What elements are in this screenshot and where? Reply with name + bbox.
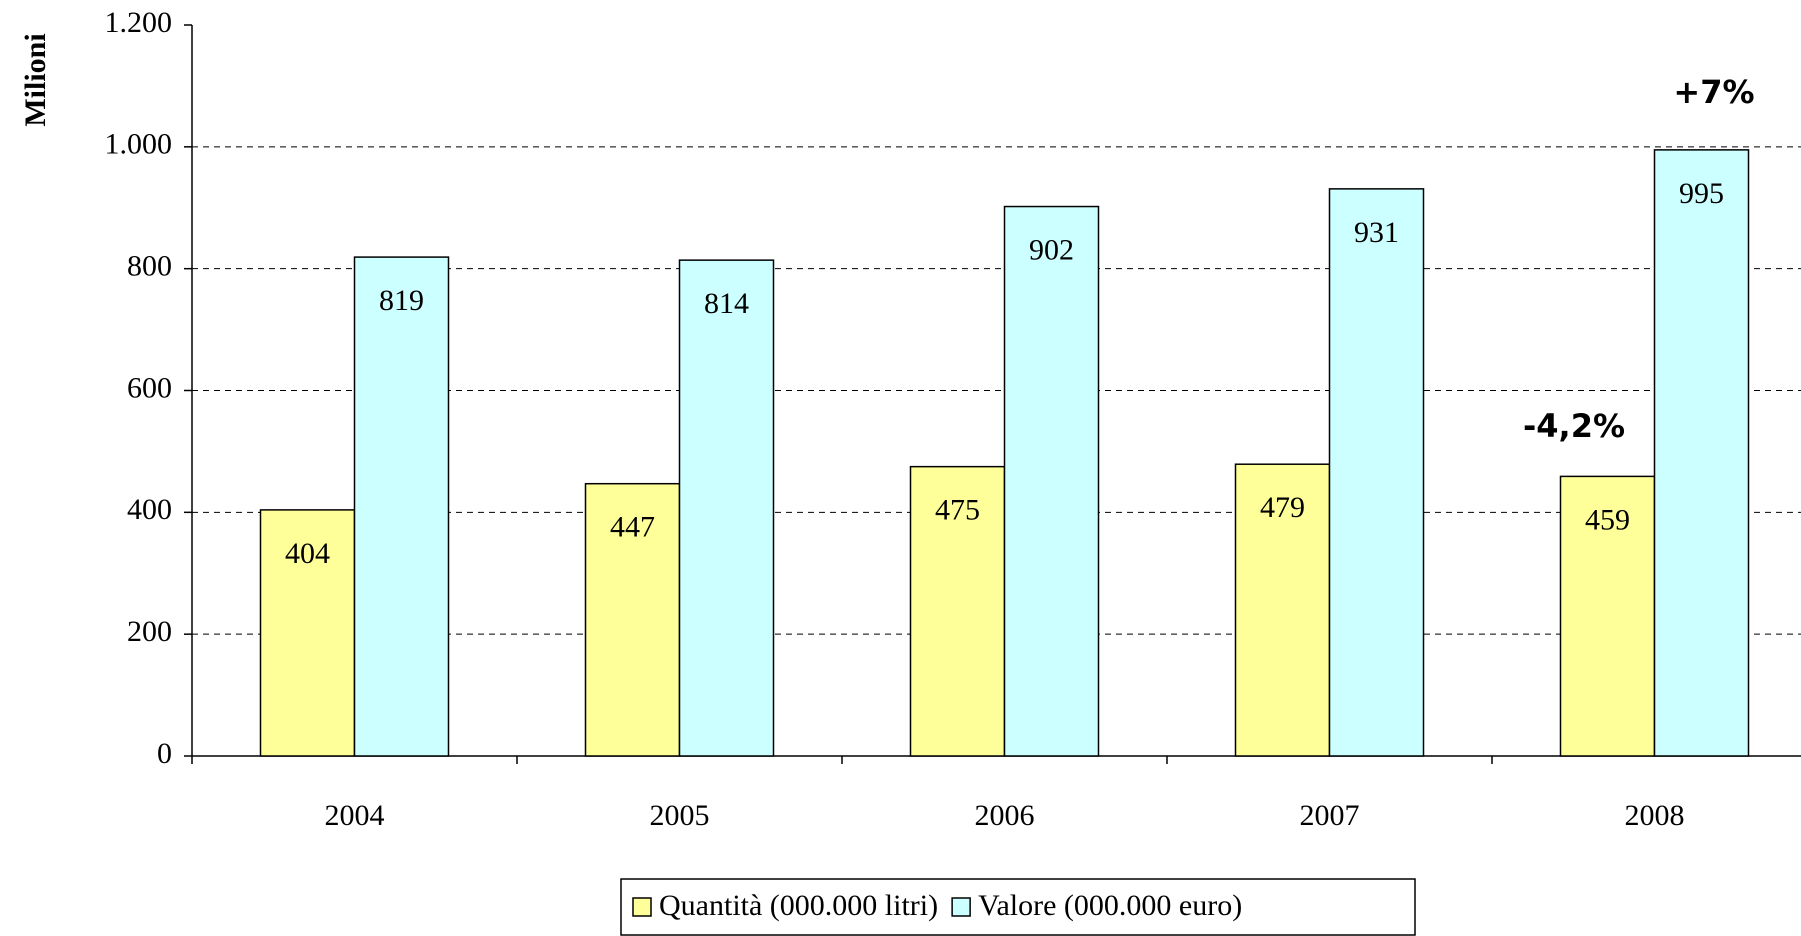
x-tick-label: 2008 (1625, 799, 1685, 832)
data-label: 814 (704, 287, 749, 320)
bar (1559, 475, 1656, 757)
y-tick-label: 1.200 (105, 6, 173, 39)
data-label: 931 (1354, 216, 1399, 249)
legend-box (620, 878, 1416, 936)
y-tick-label: 400 (127, 493, 172, 526)
data-label: 902 (1029, 233, 1074, 266)
bar (353, 256, 450, 757)
y-tick-label: 200 (127, 615, 172, 648)
annotation: +7% (1673, 73, 1754, 111)
x-tick-label: 2006 (975, 799, 1035, 832)
bar (1328, 188, 1425, 757)
legend-label: Quantità (000.000 litri) (659, 889, 938, 922)
data-label: 404 (285, 537, 330, 570)
bar (1234, 463, 1331, 757)
bar (259, 509, 356, 757)
data-label: 819 (379, 284, 424, 317)
bar (584, 482, 681, 757)
bar (1653, 149, 1750, 757)
y-tick-label: 800 (127, 250, 172, 283)
legend-label: Valore (000.000 euro) (978, 889, 1242, 922)
bar (909, 465, 1006, 757)
x-tick-label: 2005 (650, 799, 710, 832)
data-label: 479 (1260, 491, 1305, 524)
annotation: -4,2% (1523, 407, 1625, 445)
data-label: 447 (610, 511, 655, 544)
x-tick-label: 2007 (1300, 799, 1360, 832)
y-tick-label: 600 (127, 371, 172, 404)
bar (1003, 205, 1100, 757)
legend-swatch (632, 897, 652, 917)
y-tick-label: 1.000 (105, 128, 173, 161)
data-label: 995 (1679, 177, 1724, 210)
y-axis-label: Milioni (19, 33, 52, 126)
data-label: 475 (935, 494, 980, 527)
legend-swatch (951, 897, 971, 917)
bar (678, 259, 775, 757)
y-tick-label: 0 (157, 737, 172, 770)
data-label: 459 (1585, 503, 1630, 536)
x-tick-label: 2004 (325, 799, 385, 832)
